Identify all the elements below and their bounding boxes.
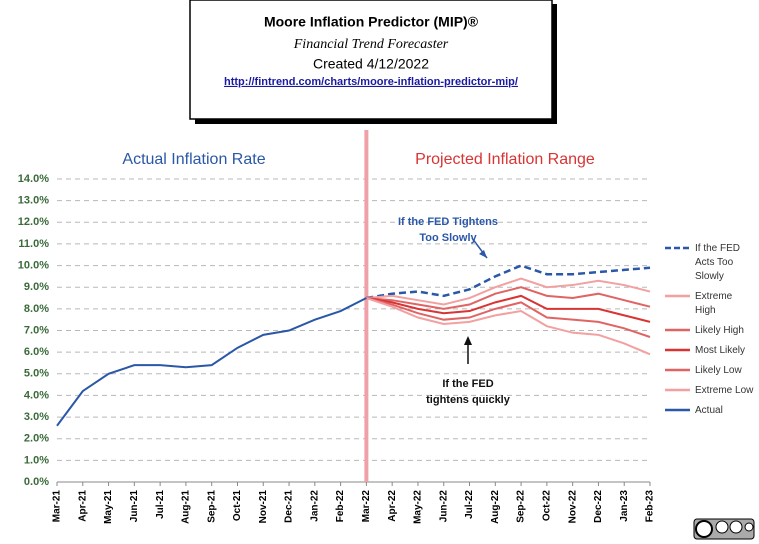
x-tick-label: Feb-23: [645, 490, 656, 523]
chart-title: Moore Inflation Predictor (MIP)®: [264, 14, 479, 30]
legend-text: Likely Low: [695, 365, 742, 376]
y-tick-label: 9.0%: [24, 281, 49, 293]
right-label: Projected Inflation Range: [415, 151, 595, 168]
x-tick-label: Jan-23: [619, 490, 630, 522]
y-tick-label: 3.0%: [24, 411, 49, 423]
series-line: [366, 297, 651, 356]
x-tick-label: May-22: [413, 490, 424, 524]
legend-text: Actual: [695, 405, 723, 416]
source-url[interactable]: http://fintrend.com/charts/moore-inflati…: [224, 76, 518, 88]
x-tick-label: Jan-22: [309, 490, 320, 522]
y-tick-label: 8.0%: [24, 303, 49, 315]
series-line: [366, 294, 651, 323]
legend-text: Most Likely: [695, 345, 745, 356]
legend-label: Likely High: [695, 325, 744, 336]
y-tick-label: 4.0%: [24, 389, 49, 401]
legend-text: Acts Too: [695, 257, 734, 268]
cc-badge: [693, 518, 755, 540]
series-line: [366, 286, 651, 310]
x-tick-label: Oct-22: [542, 490, 553, 522]
y-tick-label: 12.0%: [18, 216, 49, 228]
legend-label: Extreme High: [695, 291, 733, 316]
x-tick-label: Sep-22: [516, 490, 527, 523]
legend-text: Slowly: [695, 271, 724, 282]
x-tick-label: Sep-21: [206, 490, 217, 523]
y-tick-label: 11.0%: [18, 238, 49, 250]
y-tick-label: 14.0%: [18, 173, 49, 185]
x-tick-label: Jun-22: [438, 490, 449, 523]
x-tick-label: Nov-22: [567, 490, 578, 524]
x-tick-label: Mar-21: [52, 490, 63, 523]
y-tick-label: 5.0%: [24, 368, 49, 380]
series-line: [366, 264, 651, 300]
x-tick-label: Oct-21: [232, 490, 243, 522]
y-tick-label: 0.0%: [24, 476, 49, 488]
x-tick-label: Feb-22: [335, 490, 346, 523]
arrow-head: [464, 336, 472, 345]
created-date: Created 4/12/2022: [313, 56, 429, 72]
y-tick-label: 1.0%: [24, 454, 49, 466]
x-tick-label: Jul-21: [155, 490, 166, 519]
y-tick-label: 13.0%: [18, 195, 49, 207]
x-tick-label: May-21: [103, 490, 114, 524]
y-tick-label: 10.0%: [18, 259, 49, 271]
y-tick-label: 2.0%: [24, 433, 49, 445]
series-line: [366, 277, 651, 306]
x-tick-label: Apr-22: [387, 490, 398, 522]
legend-text: If the FED: [695, 243, 740, 254]
annotation: tightens quickly: [426, 394, 511, 406]
left-label: Actual Inflation Rate: [122, 151, 265, 168]
legend-label: Actual: [695, 405, 723, 416]
y-tick-label: 6.0%: [24, 346, 49, 358]
legend-label: Most Likely: [695, 345, 745, 356]
x-tick-label: Apr-21: [77, 490, 88, 522]
legend-text: Extreme: [695, 291, 733, 302]
legend-text: Extreme Low: [695, 385, 754, 396]
y-tick-label: 7.0%: [24, 324, 49, 336]
legend-label: Likely Low: [695, 365, 742, 376]
x-tick-label: Aug-21: [181, 490, 192, 524]
x-tick-label: Jun-21: [129, 490, 140, 523]
annotation: If the FED Tightens: [398, 216, 498, 228]
legend-text: Likely High: [695, 325, 744, 336]
chart-subtitle: Financial Trend Forecaster: [293, 37, 449, 52]
arrow-head: [479, 250, 487, 258]
x-tick-label: Dec-21: [284, 490, 295, 523]
x-tick-label: Mar-22: [361, 490, 372, 523]
x-tick-label: Nov-21: [258, 490, 269, 524]
x-tick-label: Dec-22: [593, 490, 604, 523]
legend-text: High: [695, 305, 716, 316]
legend-label: Extreme Low: [695, 385, 754, 396]
annotation: If the FED: [442, 378, 493, 390]
series-line: [366, 297, 651, 338]
annotation: Too Slowly: [419, 232, 477, 244]
title-box: [189, 0, 553, 120]
series-line: [56, 297, 367, 427]
x-tick-label: Jul-22: [464, 490, 475, 519]
x-tick-label: Aug-22: [490, 490, 501, 524]
legend-label: If the FED Acts Too Slowly: [695, 243, 740, 282]
